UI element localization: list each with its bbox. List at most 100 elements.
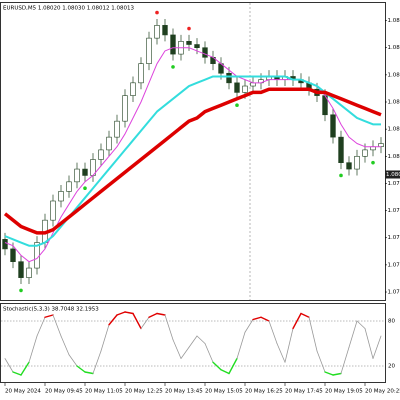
candle-body [330,114,336,138]
signal-dot [171,65,175,69]
oscillator-segment [4,358,14,373]
candle-body [10,248,16,262]
oscillator-segment [172,339,182,359]
candle-body [122,95,128,122]
candle-body [114,120,120,138]
candle-body [66,181,72,192]
signal-dot [155,10,159,15]
oscillator-segment [300,312,310,318]
x-tick-label: 20 May 17:45 [285,389,323,395]
candle-body [154,25,160,39]
oscillator-segment [340,346,350,374]
oscillator-segment [108,314,118,326]
oscillator-segment [68,354,78,367]
oscillator-segment [308,316,318,352]
oscillator-segment [244,319,254,333]
candle-body [74,168,80,183]
candle-body [234,82,240,93]
oscillator-segment [124,311,134,315]
oscillator-segment [284,328,294,363]
y-tick-label: 1.07645 [388,290,400,296]
oscillator-segment [212,361,222,371]
oscillator-segment [236,331,246,359]
moving-average [3,87,382,235]
candle-body [18,261,24,278]
candle-body [26,267,32,278]
oscillator-segment [292,312,302,330]
oscillator-segment [204,343,214,363]
oscillator-segment [228,357,238,375]
y-tick-label: 1.08410 [388,45,400,51]
oscillator-segment [140,316,150,329]
candle-body [82,168,88,176]
x-tick-label: 20 May 20:25 [365,389,400,395]
y-tick-label: 1.08240 [388,100,400,106]
oscillator-segment [148,312,158,318]
y-tick-label: 1.08155 [388,127,400,133]
y-tick-label: 1.08325 [388,72,400,78]
oscillator-segment [364,328,374,359]
oscillator-title: Stochastic(5,3,3) 38.7048 32.1953 [3,307,99,313]
oscillator-segment [372,335,382,359]
oscillator-segment [156,312,166,316]
oscillator-segment [92,350,102,374]
x-tick-label: 20 May 12:25 [125,389,163,395]
x-tick-label: 20 May 13:45 [165,389,203,395]
candle-body [186,41,192,45]
candle-body [346,162,352,170]
y-tick-label: 80 [388,319,395,325]
oscillator-segment [180,346,190,359]
candle-body [2,239,8,250]
oscillator-segment [316,350,326,373]
candle-body [338,136,344,163]
candle-body [362,149,368,157]
signal-dot [187,26,191,31]
candle-body [98,149,104,160]
oscillator-segment [324,371,334,376]
oscillator-segment [116,311,126,316]
y-tick-label: 1.07730 [388,262,400,268]
candle-body [242,85,248,93]
signal-dot [339,173,343,178]
last-price-label: 1.08013 [386,172,400,178]
y-tick-label: 1.07985 [388,181,400,187]
x-tick-label: 20 May 19:05 [325,389,363,395]
oscillator-segment [28,335,38,363]
oscillator-segment [44,314,54,318]
oscillator-segment [76,365,86,373]
candle-body [58,191,64,202]
candle-body [162,25,168,36]
x-tick-label: 20 May 15:05 [205,389,243,395]
candle-body [354,155,360,170]
oscillator-segment [60,335,70,356]
x-tick-label: 20 May 09:45 [45,389,83,395]
oscillator-segment [220,369,230,375]
oscillator-segment [356,320,366,329]
candle-body [146,37,152,64]
oscillator-segment [268,320,278,344]
oscillator-segment [332,372,342,376]
candle-body [170,34,176,55]
candle-body [130,82,136,96]
main-panel-frame [0,2,386,301]
candle-body [50,200,56,221]
oscillator-segment [252,316,262,321]
oscillator-segment [12,371,22,376]
candle-body [194,44,200,49]
oscillator-segment [20,361,30,376]
signal-dot [83,186,87,191]
signal-dot [235,103,239,107]
chart-title: EURUSD,M5 1.08020 1.08030 1.08012 1.0801… [3,6,135,12]
x-tick-label: 20 May 11:05 [85,389,123,395]
signal-dot [371,160,375,165]
last-price-box [385,170,400,179]
signal-dot [19,288,23,293]
oscillator-segment [132,312,142,330]
candle-body [202,47,208,58]
y-tick-label: 1.08070 [388,154,400,160]
oscillator-segment [52,314,62,337]
oscillator-panel-frame [0,303,386,383]
y-tick-label: 20 [388,364,395,370]
